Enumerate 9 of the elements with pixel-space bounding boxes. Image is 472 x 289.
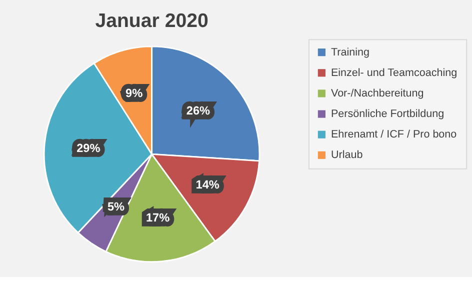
chart-title: Januar 2020 bbox=[95, 10, 208, 32]
legend-label: Persönliche Fortbildung bbox=[330, 108, 444, 120]
legend-label: Ehrenamt / ICF / Pro bono bbox=[330, 128, 457, 141]
legend-label: Einzel- und Teamcoaching bbox=[330, 66, 458, 79]
data-label: 14% bbox=[196, 178, 220, 192]
legend-label: Vor-/Nachbereitung bbox=[330, 87, 424, 100]
legend-label: Training bbox=[330, 46, 370, 58]
data-label: 17% bbox=[146, 211, 170, 224]
legend-label: Urlaub bbox=[330, 149, 363, 162]
